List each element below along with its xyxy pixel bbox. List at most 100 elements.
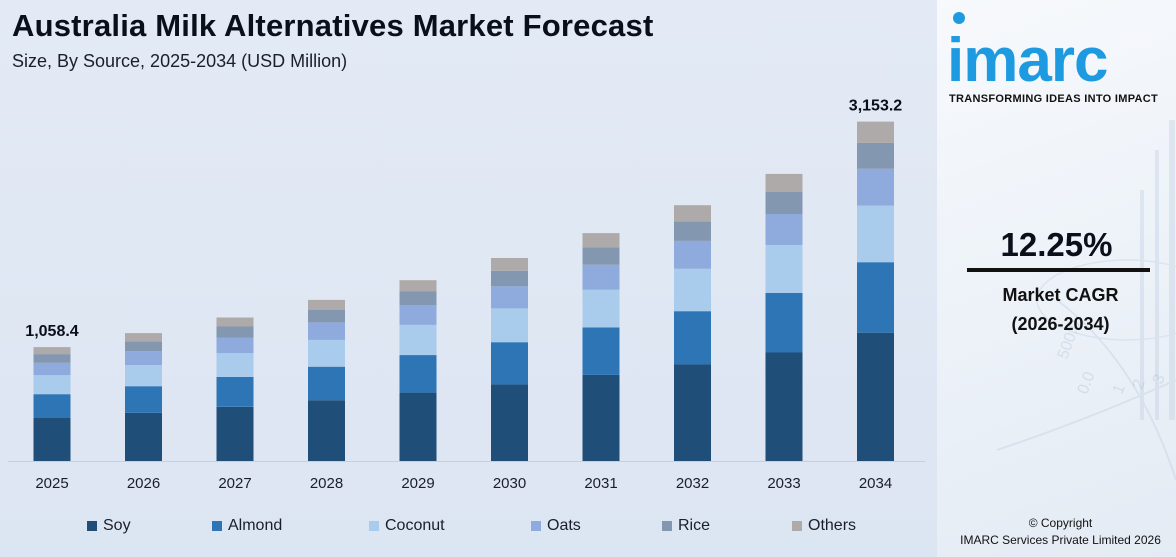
bar-segment-coconut-2033 <box>765 245 803 293</box>
bar-segment-oats-2027 <box>216 337 254 354</box>
cagr-label: Market CAGR <box>1002 285 1119 305</box>
x-tick-label: 2033 <box>767 475 800 492</box>
brand-tagline: TRANSFORMING IDEAS INTO IMPACT <box>949 93 1159 105</box>
bar-segment-soy-2025 <box>33 417 71 461</box>
bar-segment-oats-2032 <box>674 240 711 269</box>
bar-segment-coconut-2030 <box>491 308 528 343</box>
legend-swatch <box>792 521 802 531</box>
chart-panel: Australia Milk Alternatives Market Forec… <box>0 0 937 557</box>
bar-segment-coconut-2025 <box>33 375 71 395</box>
bar-segment-almond-2031 <box>582 327 620 375</box>
bar-segment-coconut-2026 <box>125 365 162 387</box>
bar-segment-others-2032 <box>674 205 711 222</box>
bar-segment-rice-2031 <box>582 247 620 265</box>
bar-segment-coconut-2034 <box>857 205 894 263</box>
cagr-divider <box>967 268 1150 272</box>
bar-segment-almond-2030 <box>491 342 528 385</box>
bar-segment-oats-2026 <box>125 351 162 365</box>
x-tick-label: 2030 <box>493 475 526 492</box>
legend-swatch <box>662 521 672 531</box>
bar-stack-2028 <box>308 299 345 461</box>
bar-segment-others-2033 <box>765 173 803 192</box>
bar-stack-2031 <box>582 233 620 461</box>
bar-segment-oats-2031 <box>582 264 620 290</box>
x-tick-label: 2026 <box>127 475 160 492</box>
bar-segment-almond-2033 <box>765 292 803 353</box>
bar-stack-2027 <box>216 317 254 461</box>
bar-stack-2026 <box>125 333 162 461</box>
cagr-value: 12.25% <box>1000 226 1113 263</box>
bar-segment-soy-2027 <box>216 406 254 461</box>
logo-dot <box>953 12 965 24</box>
bar-segment-rice-2028 <box>308 310 345 323</box>
bar-segment-others-2028 <box>308 299 345 310</box>
bar-segment-almond-2034 <box>857 262 894 333</box>
bar-segment-others-2031 <box>582 233 620 248</box>
legend-item-rice: Rice <box>662 517 710 535</box>
chart-title: Australia Milk Alternatives Market Forec… <box>12 8 654 43</box>
svg-text:0.0: 0.0 <box>1075 370 1099 397</box>
legend-label: Rice <box>678 517 711 534</box>
chart-legend: Soy Almond Coconut Oats Rice Others <box>0 517 937 541</box>
x-tick-label: 2028 <box>310 475 343 492</box>
bar-stack-2033 <box>765 173 803 461</box>
bar-stack-2029 <box>399 280 437 461</box>
legend-item-almond: Almond <box>212 517 282 535</box>
bar-segment-almond-2032 <box>674 311 711 365</box>
bar-segment-coconut-2027 <box>216 353 254 377</box>
x-tick-label: 2034 <box>859 475 892 492</box>
bar-segment-rice-2029 <box>399 291 437 306</box>
svg-text:1: 1 <box>1110 382 1129 396</box>
legend-label: Almond <box>228 517 283 534</box>
bar-segment-soy-2028 <box>308 400 345 461</box>
bar-segment-rice-2032 <box>674 221 711 241</box>
bar-segment-oats-2025 <box>33 362 71 376</box>
total-data-label: 1,058.4 <box>25 323 78 340</box>
bar-segment-rice-2025 <box>33 354 71 363</box>
legend-swatch <box>87 521 97 531</box>
chart-subtitle: Size, By Source, 2025-2034 (USD Million) <box>12 51 348 71</box>
legend-swatch <box>531 521 541 531</box>
svg-text:2: 2 <box>1130 377 1149 391</box>
legend-label: Soy <box>103 517 131 534</box>
copyright-line: © Copyright <box>1028 516 1093 530</box>
side-panel: 0.0 500.0 1 2 3 imarc TRANSFORMING IDEAS… <box>937 0 1176 557</box>
background-chart-decoration: 0.0 500.0 1 2 3 <box>996 120 1176 481</box>
imarc-logo: imarc <box>947 12 1175 94</box>
x-tick-label: 2027 <box>218 475 251 492</box>
bar-stack-2025 <box>33 347 71 461</box>
bar-segment-oats-2030 <box>491 286 528 309</box>
bar-segment-coconut-2032 <box>674 268 711 312</box>
bar-segment-rice-2030 <box>491 270 528 287</box>
bar-segment-rice-2033 <box>765 192 803 214</box>
bar-stack-2032 <box>674 205 711 461</box>
legend-swatch <box>212 521 222 531</box>
x-tick-label: 2029 <box>401 475 434 492</box>
bar-segment-soy-2026 <box>125 412 162 461</box>
legend-item-soy: Soy <box>87 517 131 535</box>
legend-swatch <box>369 521 379 531</box>
bar-segment-others-2027 <box>216 317 254 327</box>
bar-segment-others-2030 <box>491 258 528 271</box>
legend-item-oats: Oats <box>531 517 581 535</box>
bar-segment-soy-2032 <box>674 364 711 461</box>
x-tick-label: 2032 <box>676 475 709 492</box>
bar-segment-others-2029 <box>399 280 437 292</box>
bar-segment-oats-2033 <box>765 213 803 246</box>
bar-stack-2030 <box>491 258 528 461</box>
bar-segment-almond-2026 <box>125 386 162 413</box>
copyright-company: IMARC Services Private Limited 2026 <box>960 533 1161 547</box>
legend-label: Oats <box>547 517 581 534</box>
bar-segment-rice-2027 <box>216 326 254 338</box>
legend-label: Coconut <box>385 517 445 534</box>
bar-segment-coconut-2029 <box>399 324 437 355</box>
bar-segment-rice-2026 <box>125 341 162 352</box>
bar-segment-almond-2028 <box>308 366 345 401</box>
bar-segment-coconut-2028 <box>308 339 345 367</box>
bar-segment-rice-2034 <box>857 142 894 169</box>
legend-label: Others <box>808 517 857 534</box>
total-data-label: 3,153.2 <box>849 98 902 115</box>
bar-segment-soy-2030 <box>491 384 528 461</box>
bar-segment-almond-2027 <box>216 377 254 407</box>
bar-segment-almond-2025 <box>33 394 71 418</box>
